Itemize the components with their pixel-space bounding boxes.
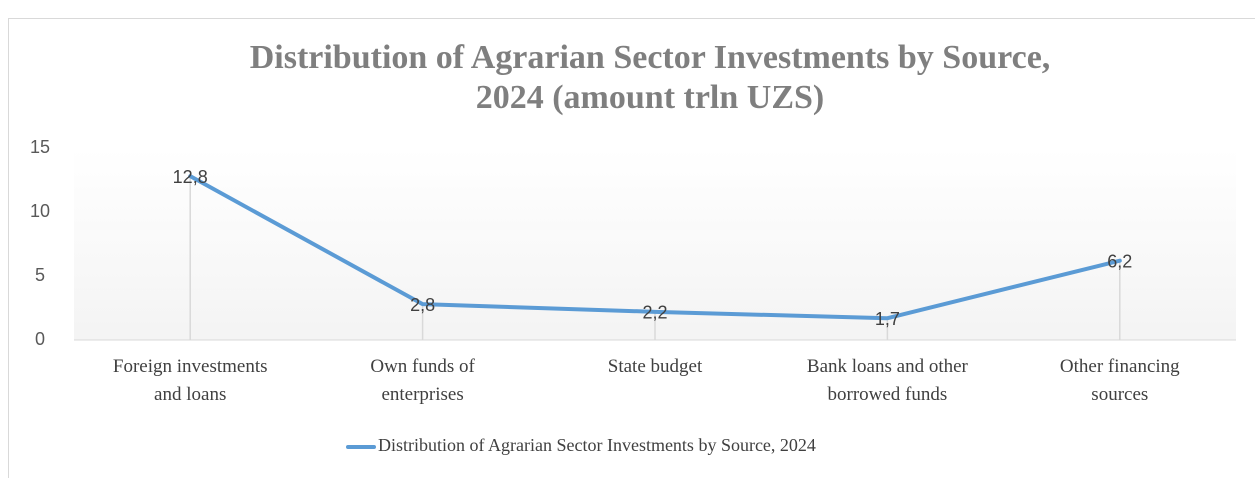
legend-label: Distribution of Agrarian Sector Investme… — [378, 435, 816, 455]
data-label: 1,7 — [875, 309, 900, 329]
plot-area — [74, 148, 1236, 340]
data-label: 2,8 — [410, 295, 435, 315]
x-tick-label: Own funds of enterprises — [370, 356, 475, 405]
y-tick-label: 15 — [30, 137, 50, 157]
x-tick-label: State budget — [608, 356, 703, 377]
x-tick-label: Bank loans and other borrowed funds — [807, 356, 969, 405]
y-tick-label: 10 — [30, 201, 50, 221]
data-label: 6,2 — [1107, 251, 1132, 271]
y-tick-label: 5 — [35, 265, 45, 285]
series-line — [188, 174, 1122, 321]
data-label: 2,2 — [642, 303, 667, 323]
x-tick-label: Other financing sources — [1060, 356, 1180, 405]
y-tick-label: 0 — [35, 329, 45, 349]
data-label: 12,8 — [173, 167, 208, 187]
x-tick-label: Foreign investments and loans — [113, 356, 268, 405]
chart-title: Distribution of Agrarian Sector Investme… — [250, 39, 1051, 116]
